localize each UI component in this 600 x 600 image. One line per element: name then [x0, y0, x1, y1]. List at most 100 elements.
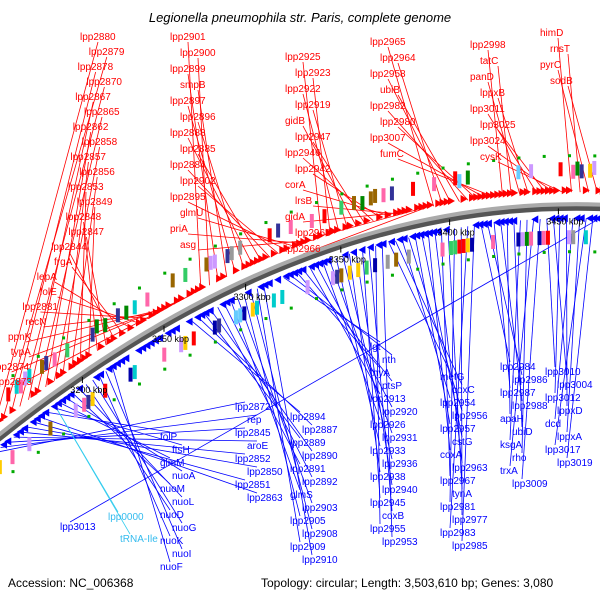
forward-gene-arrow: [536, 187, 544, 196]
reverse-label-line: [263, 285, 313, 556]
forward-gene-arrow: [76, 356, 84, 365]
reverse-feature-block: [339, 268, 344, 283]
forward-gene-arrow: [60, 368, 68, 377]
reverse-feature-block: [347, 265, 352, 280]
forward-gene-label: lpp3025: [480, 120, 516, 131]
reverse-gene-label: lpp2910: [302, 555, 338, 566]
reverse-label-line: [342, 255, 393, 460]
reverse-feature-block: [233, 310, 238, 325]
reverse-gene-arrow: [299, 265, 307, 274]
forward-gene-arrow: [47, 377, 55, 386]
reverse-gene-label: lpp2981: [440, 502, 476, 513]
forward-gene-label: lpp2964: [380, 53, 416, 64]
forward-feature-block: [360, 196, 365, 211]
forward-feature-block: [238, 240, 243, 255]
reverse-feature-block: [280, 289, 285, 304]
reverse-gene-label: lpp2920: [382, 407, 418, 418]
forward-gene-label: lpp2884: [170, 160, 206, 171]
reverse-gene-label: lpp2983: [440, 528, 476, 539]
forward-gene-label: lpp2896: [180, 112, 216, 123]
forward-label-line: [53, 146, 100, 381]
reverse-feature-block: [250, 302, 255, 317]
gc-marker: [593, 250, 597, 254]
reverse-gene-label: lpp2891: [290, 464, 326, 475]
forward-gene-label: himD: [540, 28, 563, 39]
backbone-shadow: [0, 203, 600, 442]
reverse-gene-label: nuoM: [160, 484, 185, 495]
gc-marker: [466, 162, 470, 166]
forward-gene-arrow: [119, 328, 127, 337]
reverse-gene-arrow: [244, 288, 252, 297]
reverse-label-line: [210, 310, 313, 452]
forward-label-line: [397, 94, 460, 202]
reverse-label-line: [0, 401, 246, 452]
forward-label-line: [397, 158, 495, 198]
forward-gene-label: lpp2847: [68, 227, 104, 238]
forward-label-line: [86, 236, 107, 346]
reverse-label-line: [204, 313, 301, 439]
reverse-gene-label: lpp2956: [452, 411, 488, 422]
reverse-gene-arrow: [33, 414, 41, 423]
forward-feature-block: [288, 220, 293, 235]
reverse-label-line: [566, 218, 581, 433]
forward-gene-arrow: [262, 253, 270, 262]
reverse-label-line: [362, 249, 381, 499]
forward-label-line: [397, 126, 477, 200]
reverse-gene-arrow: [358, 245, 366, 254]
reverse-gene-label: lpp2936: [382, 459, 418, 470]
forward-gene-label: lpp2849: [77, 197, 113, 208]
forward-gene-label: lpp2965: [370, 37, 406, 48]
reverse-label-line: [329, 260, 393, 434]
forward-gene-label: priA: [170, 224, 188, 235]
forward-gene-arrow: [157, 306, 165, 315]
forward-gene-arrow: [435, 199, 443, 208]
reverse-feature-block: [10, 450, 15, 465]
forward-label-line: [187, 73, 219, 282]
reverse-feature-block: [541, 230, 546, 245]
forward-gene-label: recN: [25, 317, 46, 328]
forward-gene-arrow: [506, 189, 514, 198]
gc-marker: [340, 192, 344, 196]
reverse-gene-arrow: [97, 370, 105, 379]
reverse-gene-label: coxA: [440, 450, 463, 461]
reverse-gene-label: lpp3004: [557, 380, 593, 391]
reverse-label-line: [447, 229, 463, 490]
reverse-label-line: [20, 431, 246, 455]
forward-gene-arrow: [140, 315, 148, 324]
reverse-label-line: [554, 218, 587, 446]
forward-gene-arrow: [98, 342, 106, 351]
forward-gene-arrow: [258, 254, 266, 263]
forward-gene-label: lpp2888: [170, 128, 206, 139]
reverse-feature-block: [132, 365, 137, 380]
forward-gene-arrow: [110, 334, 118, 343]
forward-gene-label: lpp2901: [170, 32, 206, 43]
reverse-gene-label: cstG: [452, 437, 473, 448]
gc-marker: [36, 450, 40, 454]
reverse-gene-arrow: [421, 229, 429, 238]
forward-gene-label: lpp2902: [180, 176, 216, 187]
reverse-gene-arrow: [341, 251, 349, 260]
reverse-gene-arrow: [59, 396, 67, 405]
gc-marker: [365, 280, 369, 284]
reverse-feature-block: [457, 239, 462, 254]
gc-marker: [87, 414, 91, 418]
forward-label-line: [79, 191, 87, 363]
reverse-label-line: [427, 233, 451, 451]
forward-gene-arrow: [296, 239, 304, 248]
reverse-gene-arrow: [510, 216, 518, 225]
forward-gene-label: lpp2844: [51, 242, 87, 253]
reverse-gene-label: lpp2863: [247, 493, 283, 504]
reverse-gene-label: lpp2913: [370, 394, 406, 405]
forward-feature-block: [432, 177, 437, 192]
forward-gene-arrow: [553, 186, 561, 195]
reverse-gene-arrow: [375, 241, 383, 250]
reverse-gene-arrow: [409, 232, 417, 241]
forward-gene-label: panD: [470, 72, 494, 83]
gc-marker: [87, 318, 91, 322]
reverse-gene-arrow: [501, 217, 509, 226]
reverse-gene-arrow: [172, 324, 180, 333]
reverse-label-line: [112, 366, 171, 563]
forward-gene-label: lpp2856: [79, 167, 115, 178]
forward-gene-arrow: [334, 225, 342, 234]
forward-gene-arrow: [355, 219, 363, 228]
